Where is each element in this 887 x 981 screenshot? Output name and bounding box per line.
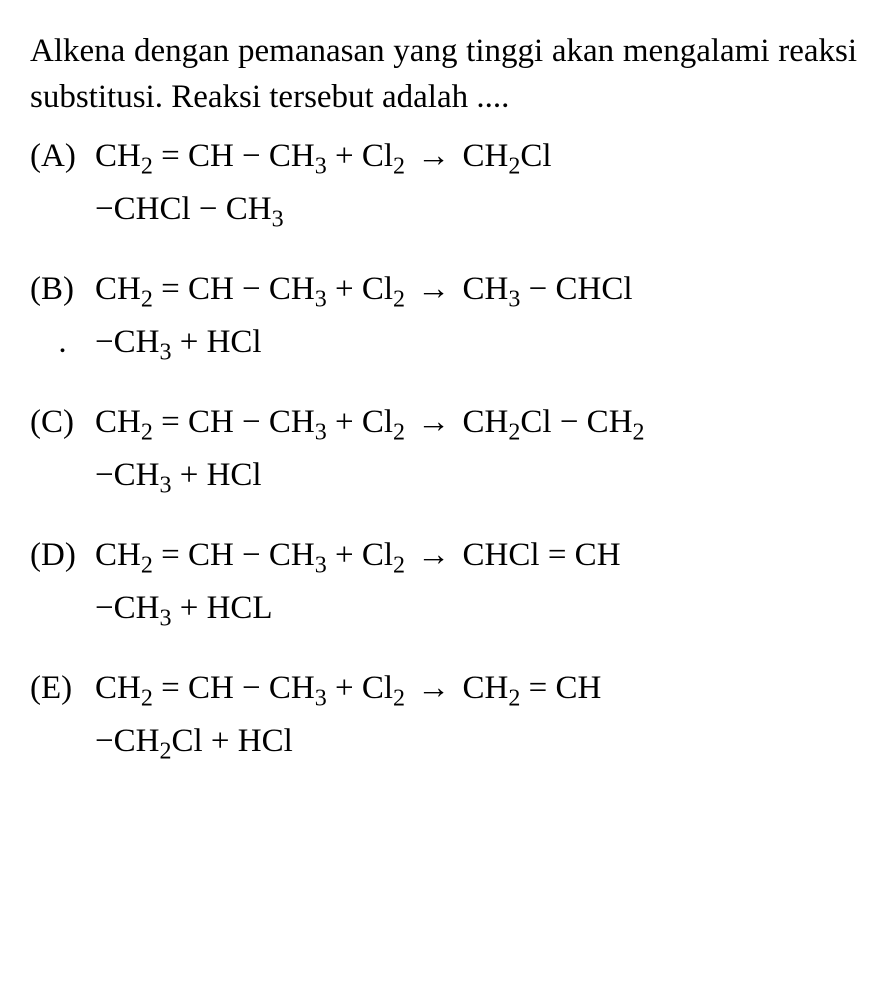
option-a-line2: −CHCl − CH3 (95, 185, 857, 235)
option-d-content: CH2 = CH − CH3 + Cl2 → CHCl = CH −CH3 + … (95, 531, 857, 636)
option-d-line1: CH2 = CH − CH3 + Cl2 → CHCl = CH (95, 531, 857, 581)
option-e-line2: −CH2Cl + HCl (95, 717, 857, 767)
option-d-label: (D) (30, 531, 95, 581)
option-c-line2: −CH3 + HCl (95, 451, 857, 501)
option-b-dot: . (30, 318, 95, 371)
options-list: (A) CH2 = CH − CH3 + Cl2 → CH2Cl −CHCl −… (30, 132, 857, 769)
option-e-line1: CH2 = CH − CH3 + Cl2 → CH2 = CH (95, 664, 857, 714)
option-b-label: (B) (30, 265, 95, 315)
option-c: (C) CH2 = CH − CH3 + Cl2 → CH2Cl − CH2 −… (30, 398, 857, 503)
option-b-line1: CH2 = CH − CH3 + Cl2 → CH3 − CHCl (95, 265, 857, 315)
option-b: (B) CH2 = CH − CH3 + Cl2 → CH3 − CHCl . … (30, 265, 857, 370)
option-b-content: CH2 = CH − CH3 + Cl2 → CH3 − CHCl . −CH3… (95, 265, 857, 370)
option-c-line1: CH2 = CH − CH3 + Cl2 → CH2Cl − CH2 (95, 398, 857, 448)
question-line1: Alkena dengan pemanasan yang tinggi akan (30, 33, 614, 69)
question-text: Alkena dengan pemanasan yang tinggi akan… (30, 28, 857, 120)
option-a-content: CH2 = CH − CH3 + Cl2 → CH2Cl −CHCl − CH3 (95, 132, 857, 237)
option-d-line2: −CH3 + HCL (95, 584, 857, 634)
option-a-label: (A) (30, 132, 95, 182)
option-e-label: (E) (30, 664, 95, 714)
question-line3: adalah .... (382, 79, 509, 115)
option-b-line2: −CH3 + HCl (95, 318, 262, 368)
option-c-label: (C) (30, 398, 95, 448)
option-a: (A) CH2 = CH − CH3 + Cl2 → CH2Cl −CHCl −… (30, 132, 857, 237)
option-d: (D) CH2 = CH − CH3 + Cl2 → CHCl = CH −CH… (30, 531, 857, 636)
option-e: (E) CH2 = CH − CH3 + Cl2 → CH2 = CH −CH2… (30, 664, 857, 769)
option-e-content: CH2 = CH − CH3 + Cl2 → CH2 = CH −CH2Cl +… (95, 664, 857, 769)
option-c-content: CH2 = CH − CH3 + Cl2 → CH2Cl − CH2 −CH3 … (95, 398, 857, 503)
option-a-line1: CH2 = CH − CH3 + Cl2 → CH2Cl (95, 132, 857, 182)
